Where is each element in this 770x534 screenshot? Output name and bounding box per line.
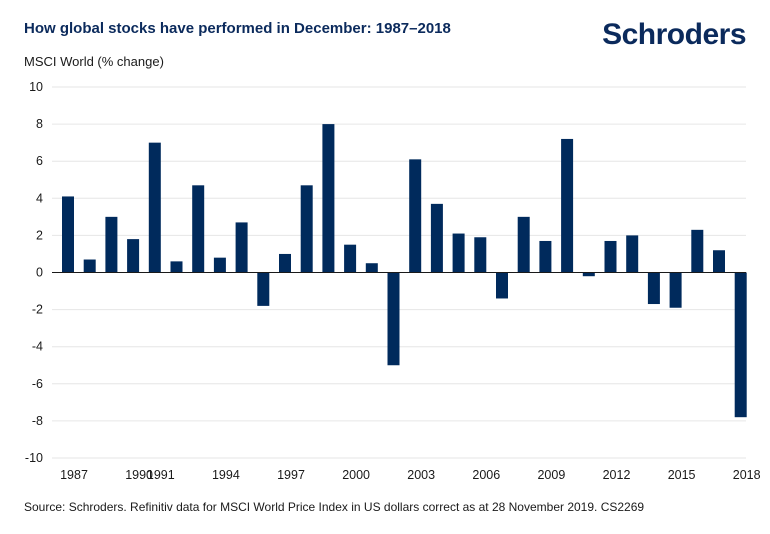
- bar-2001: [365, 263, 378, 273]
- bars: [62, 124, 747, 418]
- bar-2003: [409, 159, 422, 273]
- bar-2017: [713, 250, 725, 273]
- bar-2015: [669, 272, 682, 308]
- x-tick-label: 1990: [125, 468, 153, 482]
- bar-2002: [387, 272, 400, 366]
- x-tick-label: 1994: [212, 468, 240, 482]
- bar-1992: [170, 261, 183, 273]
- x-tick-label: 2003: [407, 468, 435, 482]
- schroders-logo: Schroders: [602, 18, 746, 51]
- y-axis-label: MSCI World (% change): [24, 54, 164, 69]
- x-tick-label: 1997: [277, 468, 305, 482]
- x-tick-label: 2006: [472, 468, 500, 482]
- bar-2011: [582, 272, 595, 277]
- bar-2000: [344, 244, 357, 273]
- bar-2006: [474, 237, 487, 273]
- x-tick-label: 2000: [342, 468, 370, 482]
- bar-2005: [452, 233, 465, 273]
- y-tick-label: 6: [36, 154, 43, 168]
- bar-1999: [322, 124, 335, 273]
- bar-2009: [539, 240, 552, 273]
- bar-1993: [192, 185, 205, 273]
- bar-1995: [235, 222, 248, 273]
- y-tick-label: -10: [25, 451, 43, 465]
- y-tick-label: -6: [32, 377, 43, 391]
- y-tick-label: 8: [36, 117, 43, 131]
- bar-1988: [83, 259, 96, 273]
- x-tick-label: 2015: [668, 468, 696, 482]
- bar-2008: [517, 216, 530, 273]
- x-tick-label: 2012: [603, 468, 631, 482]
- bar-2013: [626, 235, 639, 273]
- bar-1997: [279, 253, 291, 273]
- y-tick-label: -2: [32, 303, 43, 317]
- y-tick-label: -8: [32, 414, 43, 428]
- bar-2004: [430, 203, 443, 273]
- y-tick-label: 4: [36, 191, 43, 205]
- y-tick-label: -4: [32, 340, 43, 354]
- bar-1987: [62, 196, 74, 273]
- bar-1996: [257, 272, 270, 306]
- bar-1990: [127, 239, 140, 273]
- source-note: Source: Schroders. Refinitiv data for MS…: [24, 500, 645, 514]
- bar-2012: [604, 240, 617, 273]
- bar-1989: [105, 216, 118, 273]
- bar-2010: [561, 138, 574, 273]
- bar-2016: [691, 229, 704, 273]
- x-tick-label: 2009: [537, 468, 565, 482]
- chart-title: How global stocks have performed in Dece…: [24, 20, 451, 37]
- y-tick-label: 10: [29, 80, 43, 94]
- bar-1998: [300, 185, 313, 273]
- y-tick-label: 0: [36, 266, 43, 280]
- x-tick-label: 1987: [60, 468, 88, 482]
- bar-1994: [213, 257, 226, 273]
- bar-2007: [496, 272, 508, 299]
- bar-2018: [734, 272, 747, 418]
- y-tick-labels: 10 8 6 4 2 0 -2 -4 -6 -8 -10: [25, 80, 43, 465]
- y-tick-label: 2: [36, 228, 43, 242]
- x-tick-label: 2018: [733, 468, 761, 482]
- x-tick-label: 1991: [147, 468, 175, 482]
- bar-1991: [148, 142, 161, 273]
- bar-2014: [647, 272, 660, 305]
